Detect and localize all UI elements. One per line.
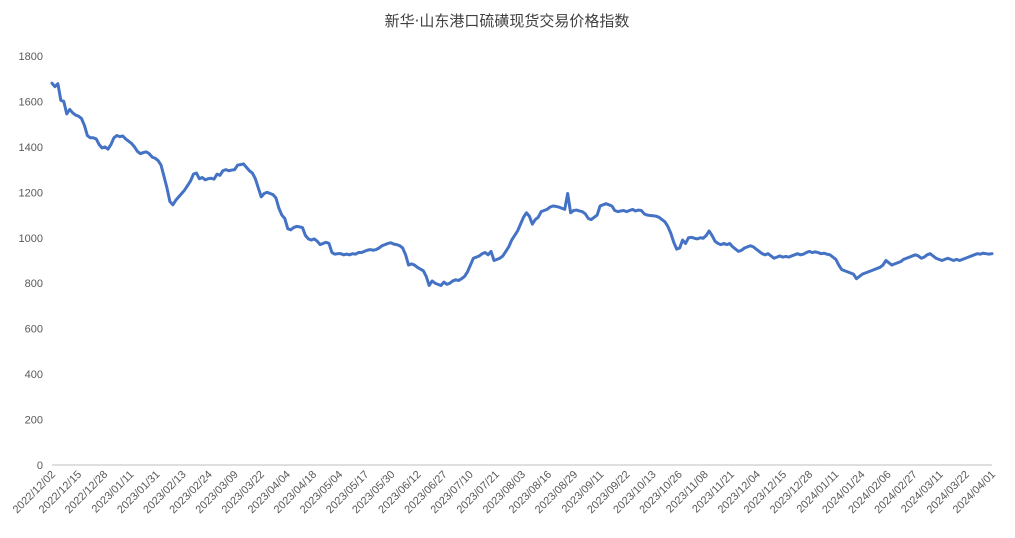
chart-title: 新华·山东港口硫磺现货交易价格指数 [385,12,630,30]
series-group [50,81,994,287]
y-tick-label: 0 [37,460,43,472]
y-tick-label: 600 [25,324,43,336]
x-axis-ticks: 2022/12/022022/12/152022/12/282023/01/11… [11,469,998,516]
y-tick-label: 1400 [19,142,43,154]
y-tick-label: 400 [25,369,43,381]
y-tick-label: 200 [25,415,43,427]
y-axis-ticks: 0 200 400 600 800 1000 1200 1400 1600 1800 [19,51,43,472]
series-line-0 [50,81,994,287]
y-tick-label: 1600 [19,96,43,108]
y-tick-label: 1800 [19,51,43,63]
y-tick-label: 1200 [19,187,43,199]
y-tick-label: 1000 [19,233,43,245]
y-tick-label: 800 [25,278,43,290]
